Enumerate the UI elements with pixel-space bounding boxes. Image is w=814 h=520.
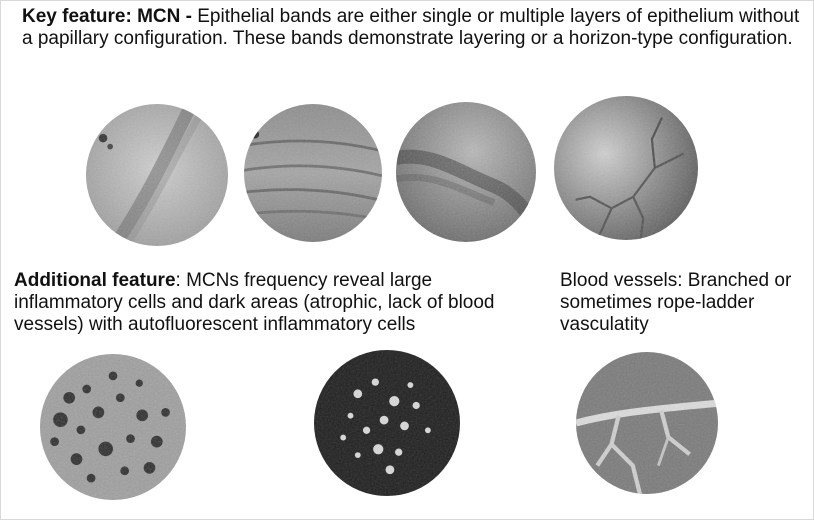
autofluorescent-cells-image <box>314 350 460 496</box>
micrograph-icon <box>396 102 536 242</box>
epithelial-band-image-3 <box>396 102 536 242</box>
blood-vessels-caption: Blood vessels: Branched or sometimes rop… <box>560 270 792 335</box>
epithelial-band-image-2 <box>244 104 382 242</box>
key-feature-text: Epithelial bands are either single or mu… <box>22 6 800 49</box>
branched-vessels-image <box>576 352 718 494</box>
additional-feature-label: Additional feature <box>14 270 176 291</box>
micrograph-icon <box>554 96 698 240</box>
micrograph-icon <box>314 350 460 496</box>
micrograph-icon <box>86 104 228 246</box>
key-feature-paragraph: Key feature: MCN - Epithelial bands are … <box>22 6 802 50</box>
inflammatory-dark-image <box>40 354 186 500</box>
micrograph-icon <box>244 104 382 242</box>
epithelial-band-image-4 <box>554 96 698 240</box>
key-feature-label: Key feature: MCN - <box>22 6 192 27</box>
additional-feature-paragraph: Additional feature: MCNs frequency revea… <box>14 270 534 336</box>
micrograph-icon <box>40 354 186 500</box>
additional-feature-text: : MCNs frequency reveal large inflammato… <box>14 270 495 335</box>
epithelial-band-image-1 <box>86 104 228 246</box>
micrograph-icon <box>576 352 718 494</box>
